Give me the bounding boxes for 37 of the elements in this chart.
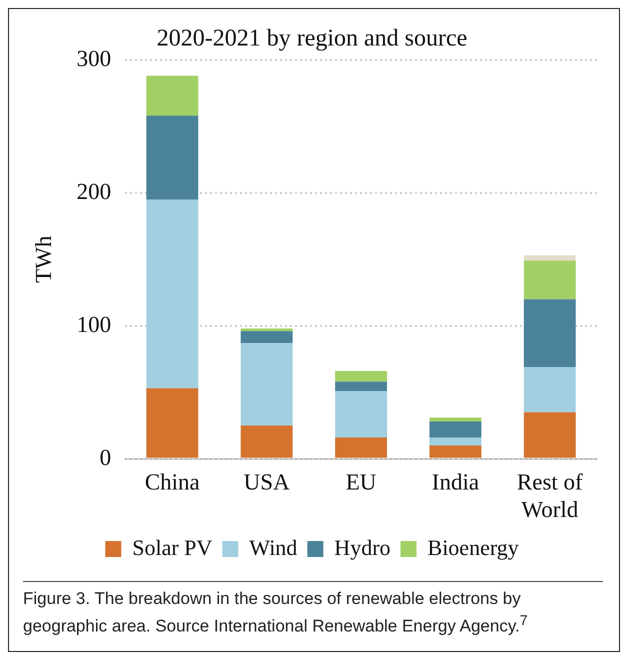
bar xyxy=(335,371,388,382)
bar xyxy=(146,388,198,458)
bar xyxy=(524,260,576,300)
y-tick-label: 300 xyxy=(76,46,112,71)
bar xyxy=(146,199,198,388)
y-axis-title: TWh xyxy=(30,235,56,283)
bar xyxy=(335,382,388,391)
bar xyxy=(429,418,482,422)
x-tick-label: India xyxy=(432,470,480,495)
chart-title: 2020-2021 by region and source xyxy=(156,26,468,52)
bar xyxy=(240,331,293,344)
x-tick-label: Rest of World xyxy=(516,470,584,522)
bar xyxy=(524,255,576,261)
bar xyxy=(429,438,482,446)
y-tick-label: 200 xyxy=(76,178,112,204)
y-tick-label: 100 xyxy=(76,312,112,337)
bar xyxy=(335,438,388,458)
x-tick-label: USA xyxy=(244,470,290,495)
bar xyxy=(146,76,198,116)
legend-label: Bioenergy xyxy=(428,534,519,560)
bar xyxy=(429,422,482,438)
x-tick-label: EU xyxy=(346,470,377,495)
legend-label: Solar PV xyxy=(132,534,212,560)
bar xyxy=(335,390,388,438)
bar xyxy=(524,299,576,368)
y-tick-label: 0 xyxy=(100,444,112,470)
bar xyxy=(240,343,293,426)
legend-label: Hydro xyxy=(334,534,391,560)
bar xyxy=(240,328,293,332)
bar xyxy=(524,412,576,458)
x-tick-label: China xyxy=(144,470,200,495)
caption: Figure 3. The breakdown in the sources of renewable electrons by geographic area. Source International Renewable Energy Agency.$^{7}$ xyxy=(23,588,529,638)
bar xyxy=(240,426,293,458)
legend-label: Wind xyxy=(249,534,298,560)
bar xyxy=(146,116,198,200)
bar xyxy=(524,367,576,412)
bar xyxy=(429,446,482,458)
